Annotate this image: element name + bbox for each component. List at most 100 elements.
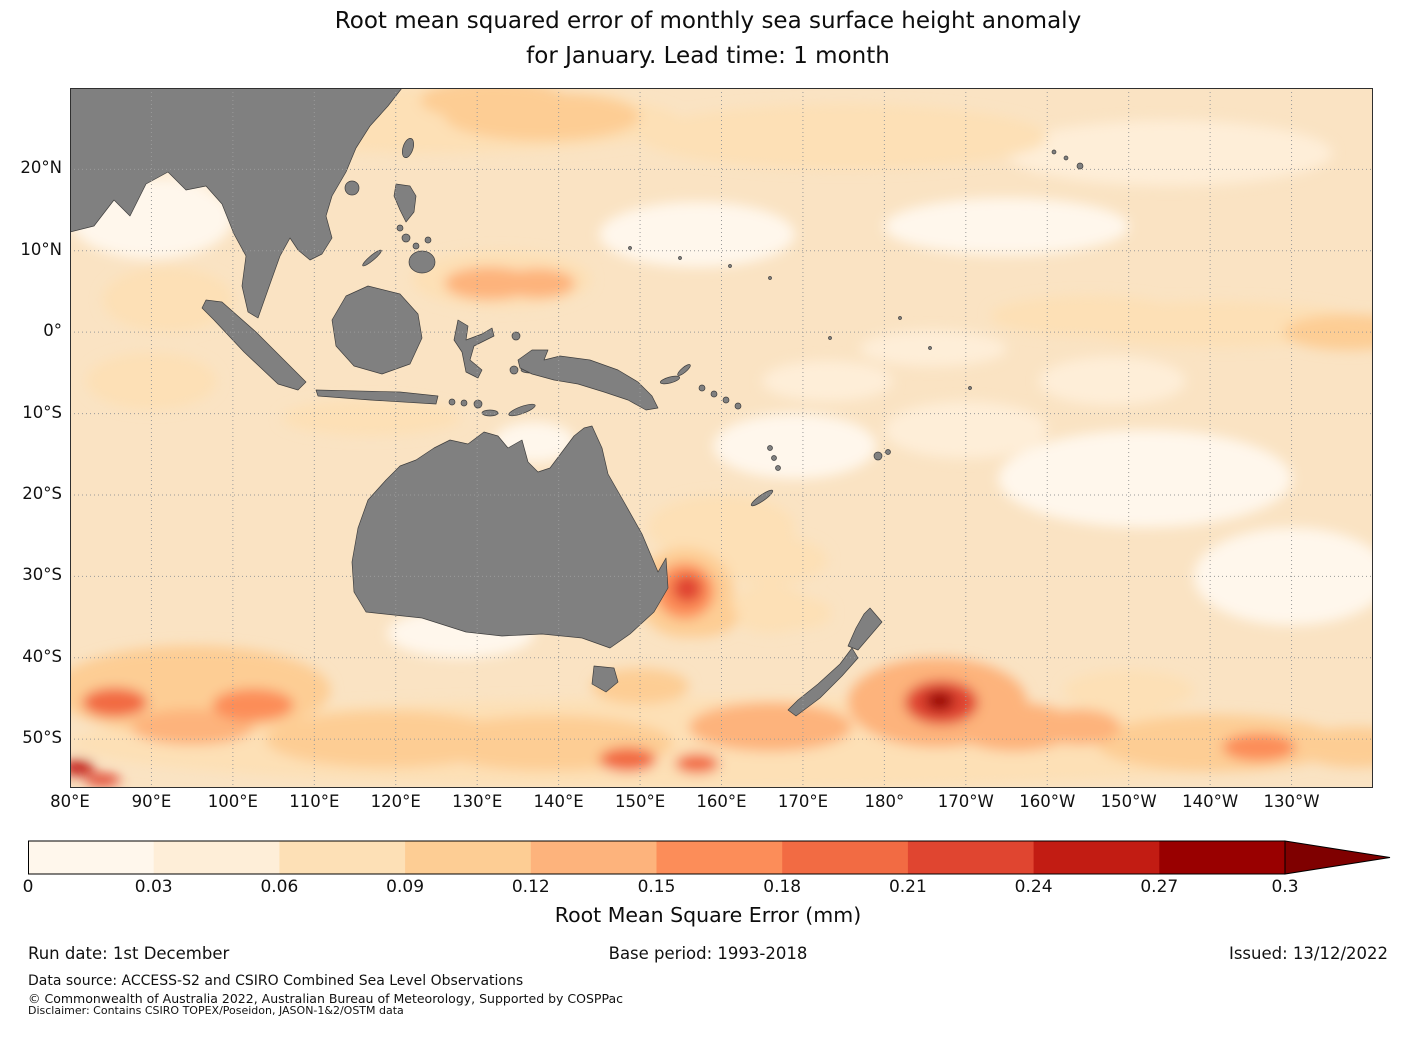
rmse-blob bbox=[131, 709, 254, 745]
rmse-blob bbox=[1222, 733, 1296, 762]
lon-tick-label: 140°E bbox=[533, 792, 584, 811]
colorbar-tick-label: 0 bbox=[22, 877, 34, 897]
rmse-blob bbox=[281, 399, 461, 436]
colorbar-extend-arrow bbox=[1284, 840, 1391, 875]
lon-tick-label: 160°E bbox=[696, 792, 747, 811]
figure-title-line1: Root mean squared error of monthly sea s… bbox=[334, 8, 1082, 34]
graticule-gridlines bbox=[70, 88, 1373, 788]
land-new-ireland bbox=[677, 364, 691, 376]
land-buru bbox=[509, 365, 519, 375]
rmse-blob bbox=[1193, 527, 1373, 626]
land-new-caledonia bbox=[750, 489, 774, 507]
rmse-blob bbox=[1063, 670, 1194, 711]
rmse-blob bbox=[84, 773, 121, 787]
land-lombok bbox=[460, 399, 468, 407]
colorbar-tick-label: 0.21 bbox=[888, 877, 927, 897]
colorbar-tick-label: 0.09 bbox=[386, 877, 425, 897]
rmse-blob bbox=[501, 268, 575, 298]
colorbar-outline bbox=[28, 840, 1286, 875]
land-borneo bbox=[331, 285, 423, 375]
lon-tick-label: 160°W bbox=[1019, 792, 1076, 811]
rmse-blob bbox=[640, 104, 1048, 170]
colorbar-segment bbox=[153, 841, 280, 874]
lon-tick-label: 120°E bbox=[370, 792, 421, 811]
land-solomons-1 bbox=[698, 384, 706, 392]
rmse-blob bbox=[599, 201, 795, 268]
lon-tick-label: 80°E bbox=[50, 792, 90, 811]
lon-tick-label: 150°W bbox=[1100, 792, 1157, 811]
land-vanuatu-3 bbox=[775, 465, 781, 471]
base-period-text: Base period: 1993-2018 bbox=[608, 944, 808, 963]
rmse-blob bbox=[884, 197, 1129, 255]
land-atoll-3 bbox=[728, 264, 732, 268]
rmse-blob bbox=[70, 759, 95, 776]
map-plot-area bbox=[70, 88, 1373, 788]
rmse-blob bbox=[925, 691, 955, 711]
colorbar-gradient bbox=[28, 840, 1391, 875]
colorbar-label: Root Mean Square Error (mm) bbox=[554, 903, 862, 927]
colorbar-segment bbox=[530, 841, 657, 874]
latitude-axis: 20°N 10°N 0° 10°S 20°S 30°S 40°S 50°S bbox=[0, 0, 70, 850]
land-visayas-3 bbox=[424, 236, 432, 244]
lat-tick-label: 10°S bbox=[22, 402, 62, 422]
rmse-blob bbox=[762, 360, 893, 402]
land-atoll-2 bbox=[678, 256, 682, 260]
rmse-blob bbox=[1096, 714, 1341, 772]
land-fiji-1 bbox=[873, 451, 883, 461]
land-java bbox=[315, 389, 439, 405]
longitude-axis: 80°E 90°E 100°E 110°E 120°E 130°E 140°E 150°E 16… bbox=[0, 792, 1416, 816]
land-bali bbox=[448, 398, 456, 406]
land-visayas-2 bbox=[412, 242, 420, 250]
land-atoll-8 bbox=[828, 336, 832, 340]
colorbar-segment bbox=[279, 841, 406, 874]
land-atoll-7 bbox=[968, 386, 972, 390]
rmse-blob bbox=[82, 687, 148, 718]
colorbar-tick-label: 0.12 bbox=[511, 877, 550, 897]
colorbar-tick-label: 0.24 bbox=[1014, 877, 1053, 897]
land-hawaii-3 bbox=[1076, 162, 1084, 170]
colorbar bbox=[28, 840, 1394, 875]
colorbar-tick-label: 0.3 bbox=[1271, 877, 1299, 897]
rmse-blob bbox=[713, 413, 877, 479]
rmse-blob bbox=[212, 688, 294, 722]
land-halmahera bbox=[511, 331, 521, 341]
land-visayas-4 bbox=[396, 224, 404, 232]
land-atoll-5 bbox=[898, 316, 902, 320]
rmse-blob bbox=[599, 747, 657, 772]
rmse-blob bbox=[1283, 314, 1373, 351]
colorbar-segment bbox=[1033, 841, 1160, 874]
lat-tick-label: 30°S bbox=[22, 565, 62, 585]
land-vanuatu-2 bbox=[771, 455, 777, 461]
colorbar-tick-label: 0.15 bbox=[637, 877, 676, 897]
lat-tick-label: 10°N bbox=[20, 239, 62, 259]
land-atoll-6 bbox=[928, 346, 932, 350]
land-fiji-2 bbox=[885, 449, 891, 455]
land-tasmania bbox=[591, 665, 619, 693]
lat-tick-label: 20°S bbox=[22, 483, 62, 503]
lat-tick-label: 40°S bbox=[22, 646, 62, 666]
colorbar-segment bbox=[782, 841, 909, 874]
colorbar-segment bbox=[28, 841, 155, 874]
figure-title-line2: for January. Lead time: 1 month bbox=[526, 43, 890, 69]
colorbar-tick-label: 0.27 bbox=[1140, 877, 1179, 897]
rmse-blob bbox=[102, 267, 233, 333]
land-nz-north-island bbox=[847, 607, 883, 651]
land-hawaii-1 bbox=[1051, 149, 1057, 155]
land-atoll-1 bbox=[628, 246, 632, 250]
map-border bbox=[70, 88, 1373, 788]
rmse-blob bbox=[675, 753, 720, 774]
land-solomons-4 bbox=[734, 402, 742, 410]
land-sumatra bbox=[201, 299, 307, 391]
rmse-heatmap-map bbox=[70, 88, 1373, 788]
land-solomons-3 bbox=[722, 396, 730, 404]
lat-tick-label: 0° bbox=[43, 321, 62, 341]
lon-tick-label: 140°W bbox=[1182, 792, 1239, 811]
land-solomons-2 bbox=[710, 390, 718, 398]
lon-tick-label: 170°W bbox=[937, 792, 994, 811]
colorbar-tick-label: 0.03 bbox=[134, 877, 173, 897]
rmse-blob bbox=[713, 535, 828, 585]
disclaimer-text: Disclaimer: Contains CSIRO TOPEX/Poseido… bbox=[28, 1004, 404, 1017]
lat-tick-label: 20°N bbox=[20, 158, 62, 178]
rmse-blob bbox=[689, 702, 852, 752]
lon-tick-label: 100°E bbox=[207, 792, 258, 811]
